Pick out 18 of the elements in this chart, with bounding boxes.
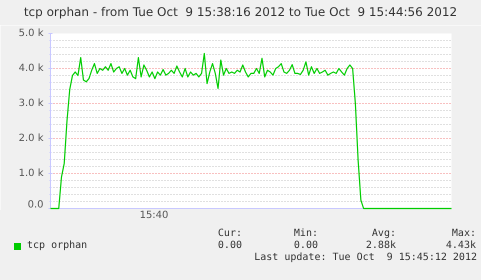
y-tick-label: 1.0 k: [18, 168, 44, 179]
text: 0.00: [218, 240, 242, 252]
text: 15:40: [138, 210, 170, 222]
y-tick-label: 0.0: [28, 200, 44, 210]
text: Avg:: [372, 228, 396, 240]
y-tick-label: 3.0 k: [18, 98, 44, 109]
text: Max:: [452, 228, 476, 240]
text: 2.88k: [366, 240, 396, 252]
y-tick-label: 2.0 k: [18, 133, 44, 144]
text: 0.00: [294, 240, 318, 252]
text: Min:: [294, 228, 318, 240]
legend-label: tcp orphan: [27, 240, 88, 252]
y-tick-label: 5.0 k: [18, 28, 44, 39]
text: Cur:: [218, 228, 242, 240]
chart-title: tcp orphan - from Tue Oct 9 15:38:16 2012 to Tue Oct 9 15:44:56 2012: [22, 5, 458, 19]
text: Last update: Tue Oct 9 15:45:12 2012: [254, 252, 477, 264]
y-tick-label: 4.0 k: [18, 63, 44, 74]
text: 4.43k: [446, 240, 476, 252]
